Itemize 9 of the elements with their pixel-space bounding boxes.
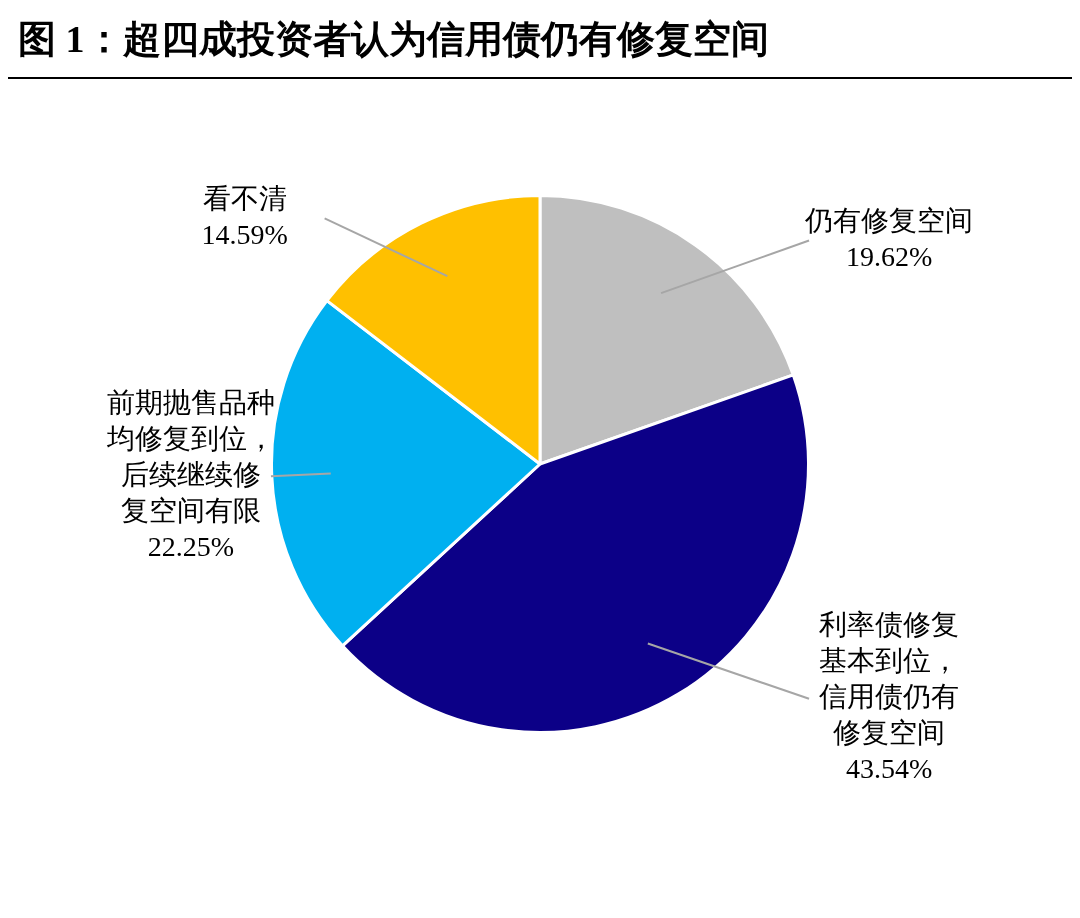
data-label: 14.59% — [201, 218, 288, 250]
data-label: 19.62% — [845, 240, 933, 272]
data-label: 22.25% — [147, 530, 235, 562]
slice-label: 前期抛售品种均修复到位，后续继续修复空间有限 — [105, 386, 275, 526]
slice-label: 利率债修复基本到位，信用债仍有修复空间 — [819, 609, 960, 749]
slice-label: 看不清 — [202, 182, 287, 214]
data-label: 43.54% — [845, 753, 933, 785]
slice-label: 仍有修复空间 — [804, 204, 974, 236]
chart-title: 图 1：超四成投资者认为信用债仍有修复空间 — [8, 8, 1072, 79]
